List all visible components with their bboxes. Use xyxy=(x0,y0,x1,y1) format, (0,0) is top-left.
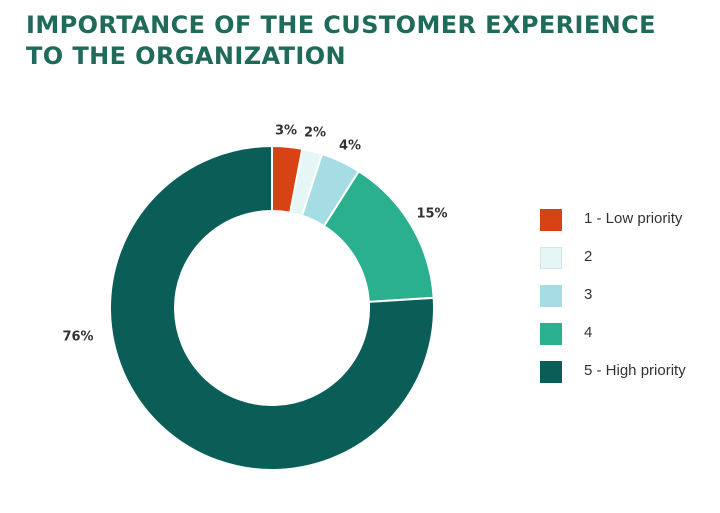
chart-title-line-2: TO THE ORGANIZATION xyxy=(26,42,347,70)
slice-value-label-3: 4% xyxy=(339,139,361,154)
legend-label-1: 1 - Low priority xyxy=(584,210,683,227)
slice-value-label-2: 2% xyxy=(304,126,326,141)
legend-swatch-2 xyxy=(540,247,562,269)
legend-swatch-1 xyxy=(540,209,562,231)
chart-title-line-1: IMPORTANCE OF THE CUSTOMER EXPERIENCE xyxy=(26,11,656,39)
legend-swatch-3 xyxy=(540,285,562,307)
legend-swatch-5 xyxy=(540,361,562,383)
slice-value-label-4: 15% xyxy=(416,207,447,222)
slice-value-label-5: 76% xyxy=(62,330,93,345)
legend-label-3: 3 xyxy=(584,286,593,303)
donut-slice-5 xyxy=(109,144,435,471)
legend-label-4: 4 xyxy=(584,324,593,341)
legend-label-5: 5 - High priority xyxy=(584,362,686,379)
legend-swatch-4 xyxy=(540,323,562,345)
chart-title: IMPORTANCE OF THE CUSTOMER EXPERIENCE TO… xyxy=(26,10,706,72)
legend-label-2: 2 xyxy=(584,248,593,265)
slice-value-label-1: 3% xyxy=(275,124,297,139)
